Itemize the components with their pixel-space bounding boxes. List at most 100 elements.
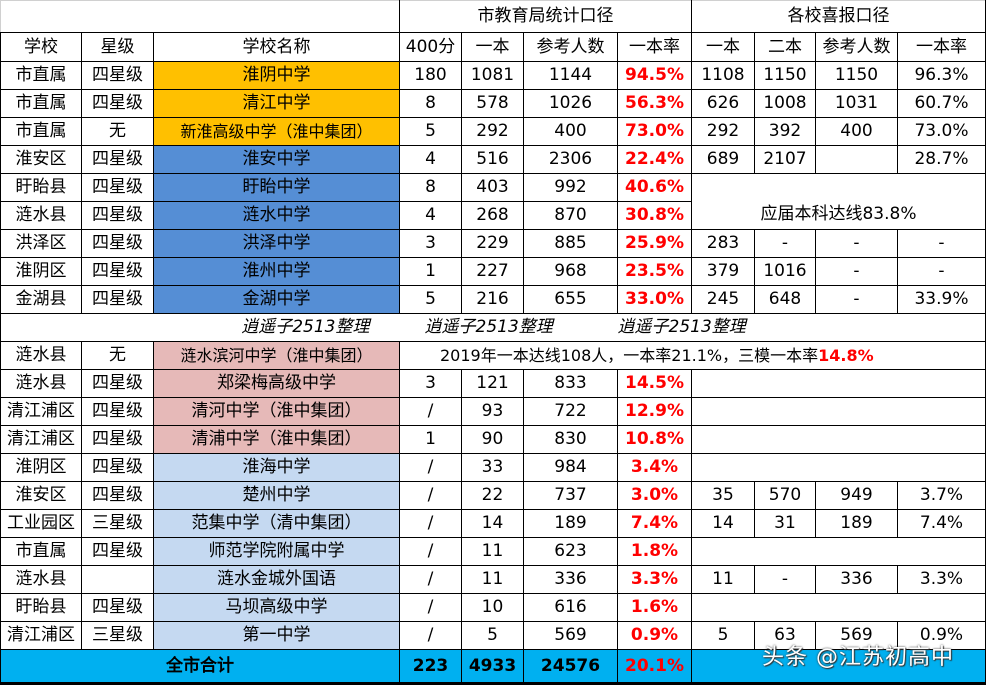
reported-rate-cell: 7.4% — [897, 509, 986, 538]
score400-cell: 5 — [399, 117, 462, 146]
takers-cell: 885 — [523, 229, 618, 258]
takers-cell: 623 — [523, 537, 618, 566]
district-cell: 市直属 — [0, 117, 82, 146]
takers-cell: 616 — [523, 593, 618, 622]
district-cell: 市直属 — [0, 61, 82, 90]
score400-cell: 180 — [399, 61, 462, 90]
score400-cell: 5 — [399, 285, 462, 314]
table-row: 淮安区 四星级 淮安中学 4 516 2306 22.4% 689 2107 2… — [0, 145, 986, 174]
school-name-cell: 第一中学 — [153, 621, 400, 650]
table-row: 盱眙县 四星级 盱眙中学 8 403 992 40.6% 应届本科达线83.8% — [0, 173, 986, 230]
reported-rate-cell: 3.3% — [897, 565, 986, 594]
takers-cell: 722 — [523, 397, 618, 426]
takers-cell: 968 — [523, 257, 618, 286]
school-name-cell: 清河中学（淮中集团） — [153, 397, 400, 426]
credit-text: 逍遥子2513整理 — [153, 313, 400, 342]
takers-cell: 2306 — [523, 145, 618, 174]
reported-erben-cell: 2107 — [754, 145, 816, 174]
reported-takers-cell: 949 — [815, 481, 898, 510]
rate-cell: 94.5% — [617, 61, 692, 90]
yiben-cell: 5 — [461, 621, 524, 650]
reported-takers-cell: - — [815, 285, 898, 314]
reported-rate-cell: - — [897, 229, 986, 258]
rate-cell: 7.4% — [617, 509, 692, 538]
district-cell: 涟水县 — [0, 369, 82, 398]
reported-empty-cell — [691, 593, 986, 622]
reported-yiben-cell: 292 — [691, 117, 755, 146]
reported-yiben-cell: 35 — [691, 481, 755, 510]
star-cell: 四星级 — [81, 537, 154, 566]
district-cell: 盱眙县 — [0, 173, 82, 202]
star-cell: 无 — [81, 341, 154, 370]
table-row: 清江浦区 四星级 清河中学（淮中集团） / 93 722 12.9% — [0, 397, 986, 426]
table-row: 涟水县 涟水金城外国语 / 11 336 3.3% 11 - 336 3.3% — [0, 565, 986, 594]
score400-cell: 1 — [399, 257, 462, 286]
district-cell: 工业园区 — [0, 509, 82, 538]
yiben-cell: 33 — [461, 453, 524, 482]
table-row: 金湖县 四星级 金湖中学 5 216 655 33.0% 245 648 - 3… — [0, 285, 986, 314]
reported-yiben-cell: 379 — [691, 257, 755, 286]
takers-cell: 1144 — [523, 61, 618, 90]
yiben-cell: 403 — [461, 173, 524, 202]
table-row: 市直属 四星级 师范学院附属中学 / 11 623 1.8% — [0, 537, 986, 566]
binhe-note-cell: 2019年一本达线108人，一本率21.1%，三模一本率14.8% — [399, 341, 986, 370]
takers-cell: 737 — [523, 481, 618, 510]
col-400: 400分 — [399, 32, 462, 62]
yiben-cell: 292 — [461, 117, 524, 146]
takers-cell: 833 — [523, 369, 618, 398]
score400-cell: 3 — [399, 229, 462, 258]
school-name-cell: 涟水金城外国语 — [153, 565, 400, 594]
district-cell: 涟水县 — [0, 565, 82, 594]
col-district: 学校 — [0, 32, 82, 62]
district-cell: 金湖县 — [0, 285, 82, 314]
rate-cell: 23.5% — [617, 257, 692, 286]
reported-erben-cell: 570 — [754, 481, 816, 510]
reported-takers-cell: 189 — [815, 509, 898, 538]
star-cell: 四星级 — [81, 397, 154, 426]
score400-cell: / — [399, 481, 462, 510]
score400-cell: / — [399, 453, 462, 482]
rate-cell: 73.0% — [617, 117, 692, 146]
reported-empty-cell — [691, 397, 986, 426]
reported-takers-cell — [815, 145, 898, 174]
score400-cell: 8 — [399, 89, 462, 118]
reported-yiben-cell: 689 — [691, 145, 755, 174]
reported-erben-cell: 63 — [754, 621, 816, 650]
district-cell: 市直属 — [0, 89, 82, 118]
school-name-cell: 金湖中学 — [153, 285, 400, 314]
score400-cell: / — [399, 565, 462, 594]
district-cell: 洪泽区 — [0, 229, 82, 258]
rate-cell: 30.8% — [617, 201, 692, 230]
table-row: 淮安区 四星级 楚州中学 / 22 737 3.0% 35 570 949 3.… — [0, 481, 986, 510]
col-r-erben: 二本 — [754, 32, 816, 62]
table-row: 涟水县 四星级 涟水中学 4 268 870 30.8% — [0, 201, 986, 230]
takers-cell: 870 — [523, 201, 618, 230]
star-cell: 四星级 — [81, 89, 154, 118]
yiben-cell: 516 — [461, 145, 524, 174]
col-r-rate: 一本率 — [897, 32, 986, 62]
total-row: 全市合计 223 4933 24576 20.1% — [0, 649, 986, 685]
table-row: 淮阴区 四星级 淮海中学 / 33 984 3.4% — [0, 453, 986, 482]
binhe-note-text: 2019年一本达线108人，一本率21.1%，三模一本率 — [440, 346, 819, 365]
star-cell: 三星级 — [81, 509, 154, 538]
star-cell: 三星级 — [81, 621, 154, 650]
table-row: 工业园区 三星级 范集中学（清中集团） / 14 189 7.4% 14 31 … — [0, 509, 986, 538]
reported-takers-cell: 400 — [815, 117, 898, 146]
total-yiben: 4933 — [461, 649, 524, 685]
district-cell: 市直属 — [0, 537, 82, 566]
school-name-cell: 郑梁梅高级中学 — [153, 369, 400, 398]
rate-cell: 22.4% — [617, 145, 692, 174]
rate-cell: 56.3% — [617, 89, 692, 118]
reported-erben-cell: 1008 — [754, 89, 816, 118]
credit-text: 逍遥子2513整理 — [617, 313, 816, 342]
rate-cell: 3.4% — [617, 453, 692, 482]
star-cell: 四星级 — [81, 425, 154, 454]
reported-yiben-cell: 14 — [691, 509, 755, 538]
school-name-cell: 清浦中学（淮中集团） — [153, 425, 400, 454]
takers-cell: 830 — [523, 425, 618, 454]
rate-cell: 14.5% — [617, 369, 692, 398]
table-row: 市直属 四星级 淮阴中学 180 1081 1144 94.5% 1108 11… — [0, 61, 986, 90]
score400-cell: 4 — [399, 145, 462, 174]
reported-rate-cell: 73.0% — [897, 117, 986, 146]
takers-cell: 400 — [523, 117, 618, 146]
